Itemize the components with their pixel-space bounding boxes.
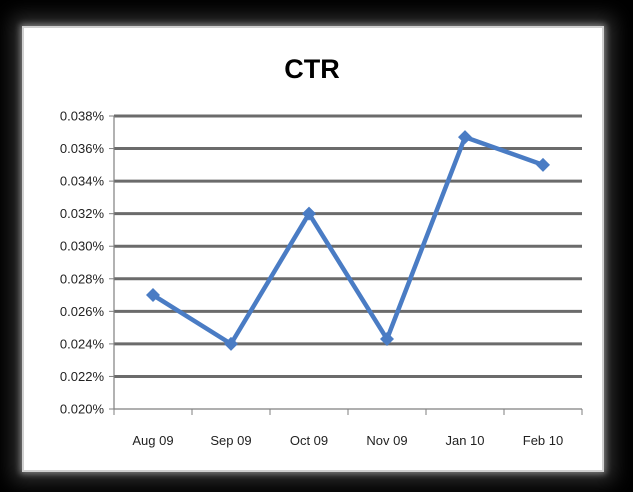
y-tick-label: 0.036%: [60, 141, 105, 156]
x-tick-label: Oct 09: [290, 433, 328, 448]
series-ctr: [146, 130, 550, 351]
x-tick-label: Sep 09: [210, 433, 251, 448]
y-tick-label: 0.032%: [60, 206, 105, 221]
chart-title: CTR: [284, 54, 340, 84]
gridlines: [114, 114, 582, 378]
y-tick-label: 0.024%: [60, 336, 105, 351]
chart-frame: [22, 26, 604, 472]
data-point: [146, 288, 160, 303]
x-tick-label: Aug 09: [132, 433, 173, 448]
data-point: [380, 332, 394, 347]
y-tick-label: 0.026%: [60, 304, 105, 319]
y-tick-label: 0.020%: [60, 402, 105, 417]
axes: [109, 115, 583, 415]
x-tick-label: Jan 10: [445, 433, 484, 448]
series-line: [151, 134, 544, 347]
x-tick-label: Nov 09: [366, 433, 407, 448]
data-point: [458, 130, 472, 145]
y-tick-label: 0.022%: [60, 369, 105, 384]
y-tick-labels: 0.020% 0.022% 0.024% 0.026% 0.028% 0.030% 0.03…: [60, 109, 105, 417]
y-tick-label: 0.034%: [60, 174, 105, 189]
y-tick-label: 0.028%: [60, 271, 105, 286]
y-tick-label: 0.030%: [60, 239, 105, 254]
y-tick-label: 0.038%: [60, 109, 105, 124]
x-tick-label: Feb 10: [523, 433, 563, 448]
data-point: [302, 206, 316, 221]
data-point: [536, 157, 550, 172]
x-tick-labels: Aug 09 Sep 09 Oct 09 Nov 09 Jan 10 Feb 10: [132, 433, 563, 448]
data-point: [224, 336, 238, 351]
